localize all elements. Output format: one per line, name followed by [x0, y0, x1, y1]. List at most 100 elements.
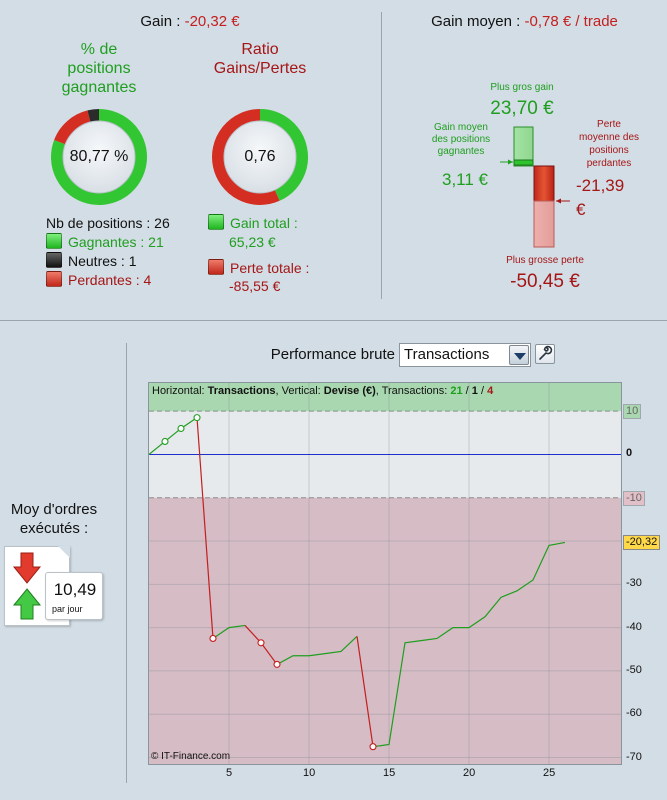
orders-unit: par jour — [52, 604, 83, 614]
chevron-down-icon[interactable] — [509, 345, 529, 365]
top-vertical-divider — [381, 12, 382, 299]
x-tick-label: 25 — [543, 767, 556, 779]
winning-percentage: 80,77 % — [69, 148, 129, 165]
legend-winning: Gagnantes : 21 — [46, 233, 164, 251]
total-loss: Perte totale : — [208, 259, 309, 277]
chart-header-neutral-count: 1 — [471, 385, 478, 397]
y-tick-label: -70 — [626, 750, 642, 763]
total-loss-label: Perte totale : — [230, 260, 310, 276]
chart-header-vertical: Devise (€) — [323, 385, 376, 397]
chart-header-win-count: 21 — [450, 385, 463, 397]
avg-loss-label-line: positions — [589, 145, 629, 156]
green-square-icon — [208, 214, 224, 230]
legend-losing-label: Perdantes : 4 — [68, 272, 152, 288]
biggest-loss-label: Plus grosse perte — [506, 255, 584, 266]
avg-gain-label-line: Gain moyen — [434, 122, 488, 133]
chart-header-text: , Vertical: — [275, 385, 324, 397]
y-tick-label: 10 — [623, 404, 642, 420]
ratio-donut: 0,76 — [211, 108, 309, 206]
avg-loss-unit: € — [576, 200, 586, 219]
biggest-gain-value: 23,70 € — [490, 98, 554, 119]
performance-segment — [356, 636, 374, 747]
winning-donut-neutral-segment — [87, 109, 100, 123]
last-value-tag: -20,32 — [623, 535, 661, 551]
performance-segment — [212, 624, 246, 639]
performance-segment — [196, 417, 214, 639]
winning-positions-title: % de positions gagnantes — [40, 40, 158, 97]
ratio-title: Ratio Gains/Pertes — [200, 40, 320, 78]
avg-loss-label-line: moyenne des — [578, 132, 640, 143]
avg-loss-label-line: perdantes — [586, 158, 632, 169]
ratio-donut-loss-segment — [212, 109, 280, 205]
average-gain-label: Gain moyen : — [431, 13, 521, 30]
transactions-select[interactable]: Transactions — [399, 343, 531, 367]
total-gain: Gain total : — [208, 214, 298, 232]
x-tick-label: 15 — [383, 767, 396, 779]
red-zone — [149, 497, 621, 764]
transaction-marker — [209, 634, 217, 642]
transaction-marker — [369, 743, 377, 751]
y-tick-label-zero: 0 — [626, 447, 633, 460]
avg-loss-label-line: Perte — [597, 119, 621, 130]
performance-title: Performance brute — [270, 346, 395, 363]
chart-header-separator: / — [462, 385, 472, 397]
chart-header: Horizontal: Transactions, Vertical: Devi… — [152, 385, 493, 397]
total-loss-value: -85,55 € — [229, 278, 281, 294]
wrench-icon[interactable] — [535, 344, 555, 364]
black-square-icon — [46, 252, 62, 268]
gain-summary: Gain : -20,32 € — [0, 13, 380, 30]
orders-label-line: Moy d'ordres — [10, 501, 98, 518]
y-tick-label: -30 — [626, 577, 642, 590]
horizontal-divider — [0, 320, 667, 321]
ratio-title-line: Ratio — [241, 41, 279, 58]
legend-winning-label: Gagnantes : 21 — [68, 234, 164, 250]
y-tick-label: -10 — [623, 490, 645, 506]
winning-donut-win-segment — [51, 109, 147, 205]
performance-segment — [276, 635, 358, 665]
performance-segment — [149, 417, 198, 455]
biggest-gain-bar — [513, 126, 534, 167]
chart-credit: © IT-Finance.com — [151, 751, 231, 762]
avg-loss-value: -21,39 — [576, 176, 625, 195]
avg-loss-label: Perte moyenne des positions perdantes — [574, 118, 644, 170]
avg-gain-value: 3,11 € — [441, 170, 488, 189]
biggest-loss-value: -50,45 € — [510, 271, 580, 292]
winning-positions-donut: 80,77 % — [50, 108, 148, 206]
gain-label: Gain : — [140, 13, 181, 30]
transaction-marker — [257, 639, 265, 647]
average-gain-value: -0,78 € / trade — [524, 13, 618, 30]
total-gain-label: Gain total : — [230, 215, 298, 231]
red-square-icon — [46, 271, 62, 287]
transaction-marker — [273, 660, 281, 668]
green-square-icon — [46, 233, 62, 249]
performance-chart: Horizontal: Transactions, Vertical: Devi… — [148, 382, 622, 765]
avg-gain-label: Gain moyen des positions gagnantes — [425, 122, 497, 158]
up-arrow-icon — [12, 588, 42, 620]
biggest-gain-label: Plus gros gain — [490, 82, 554, 93]
total-gain-value: 65,23 € — [229, 234, 276, 250]
winning-donut-loss-segment — [54, 110, 91, 145]
x-tick-label: 20 — [463, 767, 476, 779]
chart-header-loss-count: 4 — [487, 385, 494, 397]
orders-label-line: exécutés : — [19, 520, 89, 537]
ratio-donut-gain-segment — [259, 109, 308, 201]
performance-chart-svg — [149, 383, 621, 764]
ratio-value: 0,76 — [244, 148, 276, 165]
legend-losing: Perdantes : 4 — [46, 271, 151, 289]
avg-gain-label-line: des positions — [431, 134, 491, 145]
orders-rate-box: 10,49 par jour — [45, 572, 103, 620]
biggest-loss-bar — [533, 200, 555, 248]
positions-total: Nb de positions : 26 — [46, 215, 170, 231]
avg-gain-bar — [513, 159, 534, 166]
avg-gain-arrowhead — [508, 159, 513, 165]
chart-header-separator: / — [477, 385, 488, 397]
x-tick-label: 10 — [303, 767, 316, 779]
winning-title-line: % de — [80, 41, 118, 58]
avg-loss-bar — [533, 165, 555, 202]
chart-header-text: Horizontal: — [152, 385, 208, 397]
legend-neutral: Neutres : 1 — [46, 252, 136, 270]
green-zone — [149, 383, 621, 412]
chart-header-horizontal: Transactions — [207, 385, 276, 397]
performance-segment — [372, 541, 566, 748]
winning-title-line: positions — [67, 60, 131, 77]
